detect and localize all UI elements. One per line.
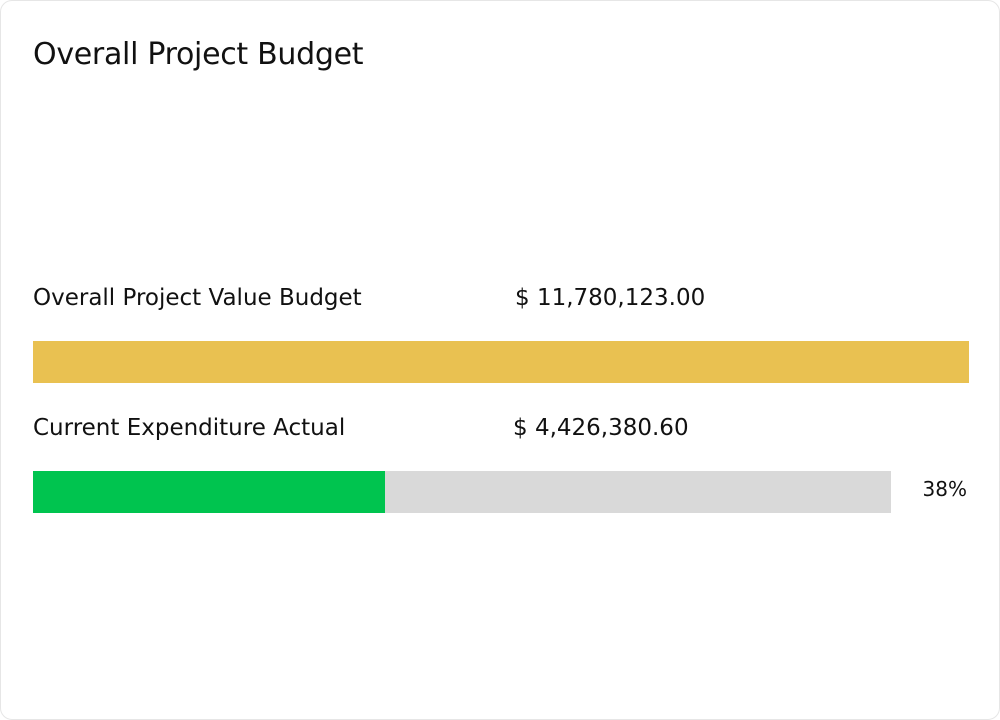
budget-amount: $ 11,780,123.00 — [515, 285, 706, 311]
actual-amount: $ 4,426,380.60 — [513, 415, 689, 441]
card-title: Overall Project Budget — [33, 37, 364, 72]
expenditure-percent: 38% — [922, 477, 967, 501]
budget-label: Overall Project Value Budget — [33, 285, 362, 311]
actual-label: Current Expenditure Actual — [33, 415, 346, 441]
expenditure-progress-fill — [33, 471, 385, 513]
expenditure-progress-track — [33, 471, 891, 513]
budget-bar — [33, 341, 969, 383]
